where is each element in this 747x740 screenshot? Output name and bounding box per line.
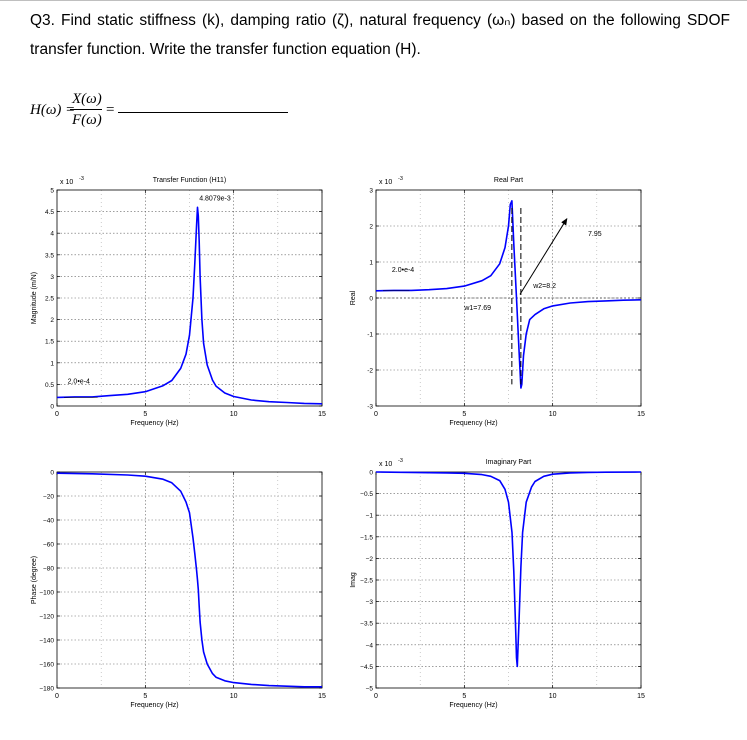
- magnitude-ytick-label: 0.5: [45, 382, 54, 389]
- magnitude-ytick-label: 1.5: [45, 339, 54, 346]
- magnitude-xtick-label: 10: [230, 411, 238, 418]
- magnitude-xtick-label: 0: [55, 411, 59, 418]
- imaginary-ytick-label: −4: [366, 642, 374, 649]
- phase-ytick-label: −140: [39, 638, 54, 645]
- fraction-bar: [70, 109, 102, 110]
- phase-series-line: [56, 472, 322, 688]
- imaginary-xlabel: Frequency (Hz): [449, 702, 497, 709]
- magnitude-ytick-label: 4: [50, 231, 54, 238]
- magnitude-ytick-label: 1: [50, 360, 54, 367]
- top-rule: [0, 0, 747, 1]
- magnitude-title: Transfer Function (H11): [153, 177, 227, 184]
- imaginary-ytick-label: −4.5: [360, 664, 373, 671]
- phase-ytick-label: −20: [43, 494, 54, 501]
- imaginary-exponent-label: x 10: [379, 461, 392, 468]
- imaginary-ytick-label: 0: [369, 470, 373, 477]
- real-xtick-label: 15: [637, 411, 645, 418]
- real-arrow: [519, 217, 568, 295]
- imaginary-ytick-label: −3: [366, 599, 374, 606]
- real-annotation: 7.95: [588, 231, 602, 238]
- imaginary-xtick-label: 10: [549, 693, 557, 700]
- real-annotation: 2.0•e-4: [392, 267, 414, 274]
- phase-ytick-label: −120: [39, 614, 54, 621]
- phase-ytick-label: 0: [50, 470, 54, 477]
- magnitude-ytick-label: 0: [50, 404, 54, 411]
- imaginary-ytick-label: −2: [366, 556, 374, 563]
- phase-ytick-label: −60: [43, 542, 54, 549]
- real-chart: 0 5 10 15 -3 -2 -1 0 1 2 3 x 10 -3 Real Part Frequency…: [350, 176, 645, 427]
- real-xlabel: Frequency (Hz): [449, 420, 497, 427]
- phase-ylabel: Phase (degree): [31, 556, 38, 604]
- phase-xtick-label: 0: [55, 693, 59, 700]
- real-xtick-label: 0: [374, 411, 378, 418]
- real-ytick-label: 0: [369, 296, 373, 303]
- magnitude-chart: 0 5 10 15 0 0.5 1 1.5 2 2.5 3 3.5 4 4.5 5 x 10 -3 Transfe…: [31, 176, 326, 427]
- imaginary-chart: 0 5 10 15 −5 −4.5 −4 −3.5 −3 −2.5 −2 −1.5 −1 −0.5 0 x 1…: [350, 458, 645, 709]
- imaginary-ytick-label: −0.5: [360, 491, 373, 498]
- phase-xlabel: Frequency (Hz): [130, 702, 178, 709]
- imaginary-ytick-label: −1.5: [360, 534, 373, 541]
- equation-equals: =: [106, 102, 115, 118]
- real-exponent-value: -3: [398, 176, 403, 182]
- magnitude-ytick-label: 3: [50, 274, 54, 281]
- imaginary-ytick-label: −1: [366, 513, 374, 520]
- magnitude-xlabel: Frequency (Hz): [130, 420, 178, 427]
- imaginary-xtick-label: 0: [374, 693, 378, 700]
- real-xtick-label: 10: [549, 411, 557, 418]
- imaginary-xtick-label: 5: [462, 693, 466, 700]
- imaginary-title: Imaginary Part: [486, 459, 532, 466]
- real-ytick-label: -1: [367, 332, 373, 339]
- magnitude-series-line: [56, 206, 323, 405]
- imaginary-exponent-value: -3: [398, 458, 403, 464]
- real-ylabel: Real: [350, 290, 357, 305]
- real-xtick-label: 5: [462, 411, 466, 418]
- magnitude-ylabel: Magnitude (m/N): [31, 272, 38, 324]
- magnitude-ytick-label: 5: [50, 188, 54, 195]
- phase-ytick-label: −40: [43, 518, 54, 525]
- magnitude-ytick-label: 2.5: [45, 296, 54, 303]
- equation-numerator: X(ω): [72, 91, 102, 107]
- phase-ytick-label: −80: [43, 566, 54, 573]
- real-title: Real Part: [494, 177, 523, 184]
- phase-ytick-label: −180: [39, 686, 54, 693]
- real-ytick-label: -3: [367, 404, 373, 411]
- real-ytick-label: 3: [369, 188, 373, 195]
- phase-ytick-label: −160: [39, 662, 54, 669]
- phase-xtick-label: 5: [143, 693, 147, 700]
- phase-chart: 0 5 10 15 −180 −160 −140 −120 −100 −80 −60 −40 −20 0 F…: [31, 470, 326, 710]
- real-ytick-label: 2: [369, 224, 373, 231]
- magnitude-exponent-label: x 10: [60, 179, 73, 186]
- magnitude-xtick-label: 15: [318, 411, 326, 418]
- real-ytick-label: 1: [369, 260, 373, 267]
- phase-xtick-label: 15: [318, 693, 326, 700]
- magnitude-annotation: 4.8079e-3: [199, 195, 231, 202]
- question-text: Q3. Find static stiffness (k), damping r…: [30, 12, 730, 58]
- magnitude-ytick-label: 3.5: [45, 252, 54, 259]
- imaginary-ytick-label: −5: [366, 686, 374, 693]
- answer-blank-line: [118, 112, 288, 113]
- phase-frame: [56, 471, 323, 689]
- phase-ytick-label: −100: [39, 590, 54, 597]
- real-annotation: w2=8.2: [532, 283, 556, 290]
- magnitude-exponent-value: -3: [79, 176, 84, 182]
- imaginary-ylabel: Imag: [350, 572, 357, 588]
- phase-xtick-label: 10: [230, 693, 238, 700]
- imaginary-ytick-label: −2.5: [360, 578, 373, 585]
- magnitude-ytick-label: 4.5: [45, 209, 54, 216]
- real-exponent-label: x 10: [379, 179, 392, 186]
- imaginary-ytick-label: −3.5: [360, 621, 373, 628]
- real-annotation: w1=7.69: [463, 305, 491, 312]
- magnitude-ytick-label: 2: [50, 317, 54, 324]
- magnitude-annotation: 2.0•e-4: [68, 379, 90, 386]
- real-ytick-label: -2: [367, 368, 373, 375]
- real-series-line: [375, 200, 642, 389]
- magnitude-xtick-label: 5: [143, 411, 147, 418]
- equation-lhs: H(ω) =: [30, 102, 76, 118]
- imaginary-series-line: [375, 471, 642, 668]
- imaginary-xtick-label: 15: [637, 693, 645, 700]
- equation-denominator: F(ω): [72, 112, 102, 128]
